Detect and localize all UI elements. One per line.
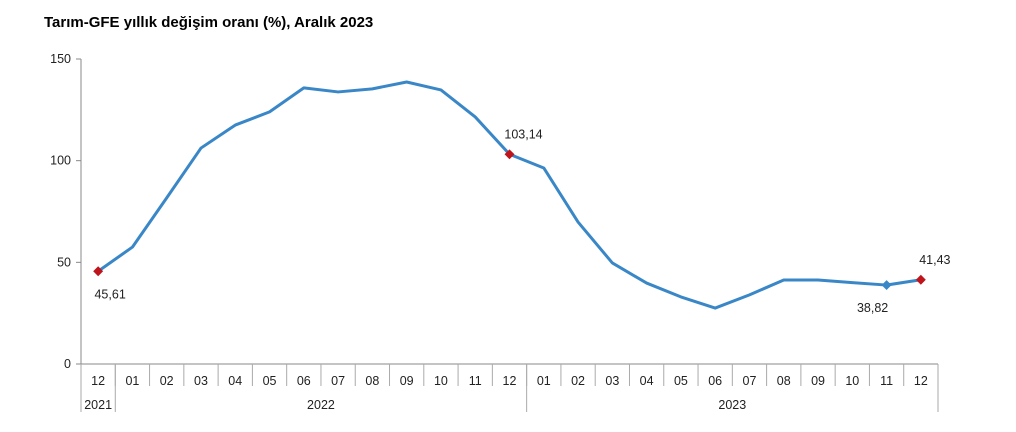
year-label: 2021 xyxy=(84,398,112,412)
year-label: 2023 xyxy=(718,398,746,412)
data-point-marker xyxy=(504,149,515,160)
data-label: 45,61 xyxy=(94,287,125,301)
x-tick-label: 09 xyxy=(400,374,414,388)
x-tick-label: 02 xyxy=(571,374,585,388)
y-tick-label: 100 xyxy=(50,154,71,168)
x-tick-label: 05 xyxy=(674,374,688,388)
x-tick-label: 10 xyxy=(434,374,448,388)
x-tick-label: 07 xyxy=(743,374,757,388)
x-tick-label: 12 xyxy=(503,374,517,388)
x-tick-label: 05 xyxy=(263,374,277,388)
x-tick-label: 11 xyxy=(469,374,482,388)
data-point-marker xyxy=(915,274,926,285)
year-label: 2022 xyxy=(307,398,335,412)
x-tick-label: 04 xyxy=(640,374,654,388)
x-tick-label: 04 xyxy=(228,374,242,388)
data-point-marker xyxy=(881,280,892,291)
y-tick-label: 50 xyxy=(57,255,71,269)
x-tick-label: 12 xyxy=(91,374,105,388)
x-tick-label: 03 xyxy=(605,374,619,388)
x-tick-label: 12 xyxy=(914,374,928,388)
x-tick-label: 01 xyxy=(537,374,551,388)
x-tick-label: 11 xyxy=(880,374,893,388)
x-tick-label: 07 xyxy=(331,374,345,388)
x-tick-label: 01 xyxy=(125,374,139,388)
x-tick-label: 06 xyxy=(297,374,311,388)
x-tick-label: 09 xyxy=(811,374,825,388)
x-tick-label: 08 xyxy=(777,374,791,388)
x-tick-label: 03 xyxy=(194,374,208,388)
x-tick-label: 02 xyxy=(160,374,174,388)
x-tick-label: 10 xyxy=(845,374,859,388)
data-label: 103,14 xyxy=(504,127,542,141)
series-line xyxy=(97,80,922,310)
x-tick-label: 06 xyxy=(708,374,722,388)
chart-title: Tarım-GFE yıllık değişim oranı (%), Aral… xyxy=(44,14,374,31)
y-tick-label: 0 xyxy=(64,357,71,371)
data-label: 38,82 xyxy=(857,301,888,315)
data-label: 41,43 xyxy=(919,253,950,267)
x-tick-label: 08 xyxy=(365,374,379,388)
y-tick-label: 150 xyxy=(50,52,71,66)
